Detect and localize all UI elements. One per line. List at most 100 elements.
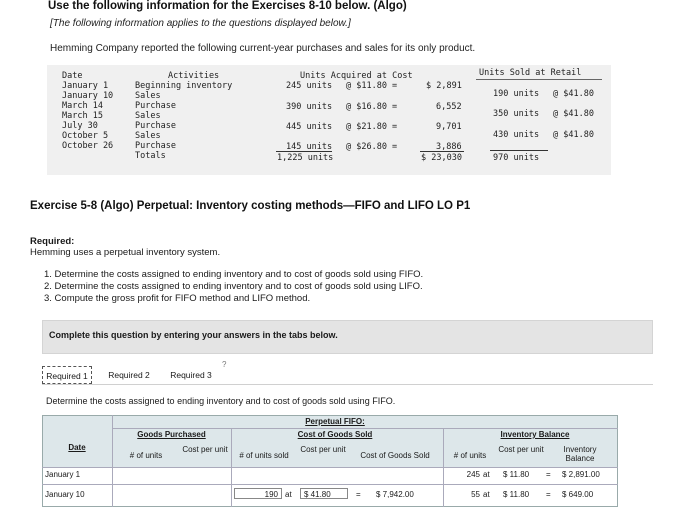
cogs-col-header: Cost of Goods Sold: [360, 451, 430, 460]
activity-sales-2: Sales: [135, 111, 161, 121]
instruction-bar: Complete this question by entering your …: [42, 320, 653, 354]
sold-units-2: 350 units: [493, 109, 540, 119]
date-jul30: July 30: [62, 121, 98, 131]
row2-sold-cost-input[interactable]: [300, 488, 348, 499]
row2-balance-eq: =: [546, 490, 551, 499]
acq-total-2: 6,552: [436, 102, 462, 112]
tab-required-3[interactable]: Required 3: [170, 370, 212, 380]
row2-date: January 10: [45, 490, 85, 499]
grid-line-header: [42, 467, 618, 468]
step-3: 3. Compute the gross profit for FIFO met…: [44, 293, 311, 304]
row1-balance-cost: $ 11.80: [503, 470, 530, 479]
activity-purchase-2: Purchase: [135, 121, 176, 131]
row2-balance-cost: $ 11.80: [503, 490, 530, 499]
row1-date: January 1: [45, 470, 81, 479]
sold-price-1: @ $41.80: [553, 89, 594, 99]
inventory-balance-header: Inventory Balance: [500, 430, 570, 439]
info-col-acquired: Units Acquired at Cost: [300, 71, 413, 81]
acq-total-cost: $ 23,030: [421, 153, 462, 163]
tab-required-1[interactable]: Required 1: [42, 366, 92, 384]
step-1: 1. Determine the costs assigned to endin…: [44, 269, 424, 280]
row2-sold-cost: $ 41.80: [304, 490, 331, 499]
acq-cost-2: @ $16.80 =: [346, 102, 398, 112]
date-jan10: January 10: [62, 91, 114, 101]
grid-line-row1: [42, 484, 618, 485]
required-text: Hemming uses a perpetual inventory syste…: [30, 247, 221, 258]
step-2: 2. Determine the costs assigned to endin…: [44, 281, 423, 292]
row1-balance-eq: =: [546, 470, 551, 479]
acq-cost-3: @ $21.80 =: [346, 122, 398, 132]
sold-total: 970 units: [493, 153, 540, 163]
acq-total-4: 3,886: [436, 142, 462, 152]
required-steps: 1. Determine the costs assigned to endin…: [44, 269, 423, 305]
row2-cogs: $ 7,942.00: [376, 490, 414, 499]
purchased-units-header: # of units: [129, 451, 163, 460]
row2-balance-total: $ 649.00: [562, 490, 594, 499]
acq-units-2: 390 units: [286, 102, 333, 112]
info-dates: January 1 January 10 March 14 March 15 J…: [62, 81, 113, 151]
balance-cost-header: Cost per unit: [498, 445, 544, 454]
row2-units-sold: 190: [264, 490, 278, 499]
date-mar15: March 15: [62, 111, 103, 121]
info-col-sold: Units Sold at Retail: [479, 68, 582, 78]
info-activities: Beginning inventory Sales Purchase Sales…: [135, 81, 232, 161]
acq-units-4: 145 units: [286, 142, 333, 152]
acq-total-units: 1,225 units: [277, 153, 334, 163]
units-sold-header: # of units sold: [239, 451, 289, 460]
exercise-title: Exercise 5-8 (Algo) Perpetual: Inventory…: [30, 200, 471, 212]
goods-purchased-header: Goods Purchased: [137, 430, 206, 439]
sold-header-underline: [476, 79, 602, 80]
cogs-header: Cost of Goods Sold: [297, 430, 373, 439]
required-label: Required:: [30, 236, 75, 247]
date-oct26: October 26: [62, 141, 114, 151]
date-oct5: October 5: [62, 131, 109, 141]
page-subtitle: [The following information applies to th…: [50, 18, 351, 29]
date-header: Date: [68, 443, 86, 452]
intro-text: Hemming Company reported the following c…: [50, 43, 476, 54]
activity-totals: Totals: [135, 151, 166, 161]
fifo-instruction: Determine the costs assigned to ending i…: [46, 396, 396, 406]
info-col-activities: Activities: [168, 71, 220, 81]
instruction-text: Complete this question by entering your …: [49, 330, 338, 340]
grid-line-title: [112, 428, 618, 429]
grid-divider-date: [112, 415, 113, 507]
tab-hint-icon: ?: [222, 360, 227, 369]
sold-price-3: @ $41.80: [553, 130, 594, 140]
row2-sold-eq: =: [356, 490, 361, 499]
sold-units-1: 190 units: [493, 89, 540, 99]
row2-balance-units: 55: [471, 490, 480, 499]
acq-cost-total-line: [420, 151, 464, 152]
row2-balance-at: at: [483, 490, 490, 499]
activity-purchase-1: Purchase: [135, 101, 176, 111]
info-table-panel: [47, 65, 611, 175]
fifo-table-header-bg: [42, 415, 618, 467]
activity-sales-3: Sales: [135, 131, 161, 141]
sold-units-3: 430 units: [493, 130, 540, 140]
acq-units-3: 445 units: [286, 122, 333, 132]
sold-price-2: @ $41.80: [553, 109, 594, 119]
date-jan1: January 1: [62, 81, 109, 91]
row1-balance-at: at: [483, 470, 490, 479]
acq-cost-4: @ $26.80 =: [346, 142, 398, 152]
date-mar14: March 14: [62, 101, 103, 111]
acq-total-1: $ 2,891: [426, 81, 462, 91]
acq-units-1: 245 units: [286, 81, 333, 91]
row1-balance-units: 245: [466, 470, 480, 479]
info-col-date: Date: [62, 71, 83, 81]
row1-balance-total: $ 2,891.00: [562, 470, 600, 479]
acq-units-total-line: [276, 151, 332, 152]
purchased-cost-header: Cost per unit: [182, 445, 228, 454]
tabs-divider: [42, 384, 653, 385]
sold-total-line: [490, 150, 548, 151]
balance-units-header: # of units: [453, 451, 487, 460]
page-title: Use the following information for the Ex…: [48, 0, 407, 12]
activity-beginning: Beginning inventory: [135, 81, 233, 91]
fifo-title: Perpetual FIFO:: [305, 417, 365, 426]
acq-total-3: 9,701: [436, 122, 462, 132]
row2-units-sold-input[interactable]: [234, 488, 282, 499]
sold-cost-header: Cost per unit: [300, 445, 346, 454]
tab-required-2[interactable]: Required 2: [108, 370, 150, 380]
row2-sold-at: at: [285, 490, 292, 499]
acq-cost-1: @ $11.80 =: [346, 81, 398, 91]
balance-total-header: Inventory Balance: [563, 445, 597, 463]
